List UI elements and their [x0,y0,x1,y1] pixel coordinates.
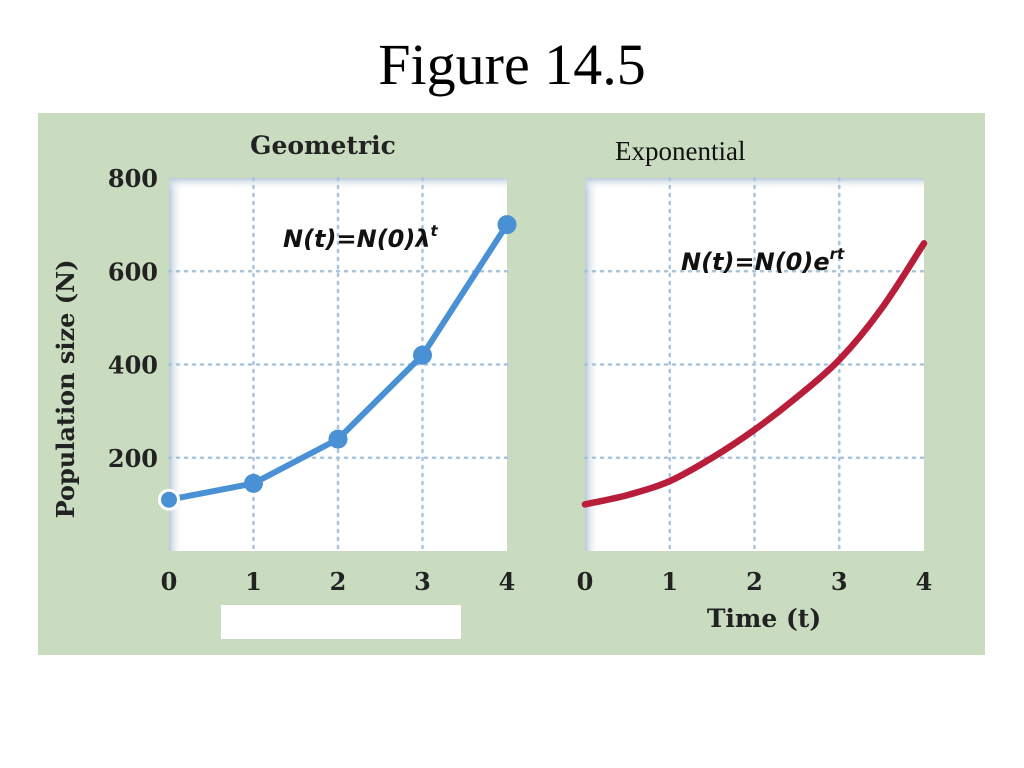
exponential-x-tick-label: 1 [661,567,678,596]
geometric-x-tick-label: 2 [330,567,347,596]
exponential-equation: N(t)=N(0)ert [681,245,845,276]
figure-svg: 0 1 2 3 4 200 400 600 800 Geometric N(t)=N(0)λt… [51,131,933,633]
geometric-y-tick-label: 400 [108,351,158,380]
geometric-equation-superscript: t [431,222,439,240]
geometric-x-tick-label: 4 [499,567,516,596]
x-axis-label: Time (t) [707,604,821,633]
geometric-equation-base: N(t)=N(0)λ [283,225,431,253]
exponential-series [581,240,928,508]
geometric-point [244,473,263,493]
exponential-x-tick-label: 4 [916,567,933,596]
geometric-x-tick-label: 0 [161,567,178,596]
exponential-line [581,240,928,508]
y-axis-label: Population size (N) [51,260,80,519]
exponential-title: Exponential [615,136,745,166]
exponential-x-tick-label: 2 [746,567,763,596]
exponential-x-tick-label: 3 [831,567,848,596]
exponential-grid [583,176,926,553]
geometric-y-ticks: 200 400 600 800 [108,164,158,473]
exponential-equation-superscript: rt [830,245,845,263]
geometric-title: Geometric [250,131,396,160]
geometric-series [158,215,517,511]
geometric-y-tick-label: 200 [108,444,158,473]
geometric-chart: 0 1 2 3 4 200 400 600 800 Geometric N(t)=N(0)λt… [51,131,517,596]
blank-label-box [221,605,461,639]
geometric-equation: N(t)=N(0)λt [283,222,439,253]
slide-title: Figure 14.5 [378,32,646,97]
geometric-x-ticks: 0 1 2 3 4 [161,567,516,596]
geometric-point [158,488,180,511]
figure-panel: 0 1 2 3 4 200 400 600 800 Geometric N(t)=N(0)λt… [38,113,985,655]
exponential-equation-base: N(t)=N(0)e [681,248,830,276]
exponential-x-ticks: 0 1 2 3 4 [577,567,933,596]
geometric-x-tick-label: 1 [245,567,262,596]
exponential-chart: 0 1 2 3 4 Exponential N(t)=N(0)ert Time (t) [577,136,933,633]
geometric-x-tick-label: 3 [414,567,431,596]
geometric-y-tick-label: 800 [108,164,158,193]
geometric-point [413,345,432,365]
geometric-y-tick-label: 600 [108,257,158,286]
geometric-point [497,215,517,235]
exponential-x-tick-label: 0 [577,567,594,596]
geometric-point [328,429,348,449]
